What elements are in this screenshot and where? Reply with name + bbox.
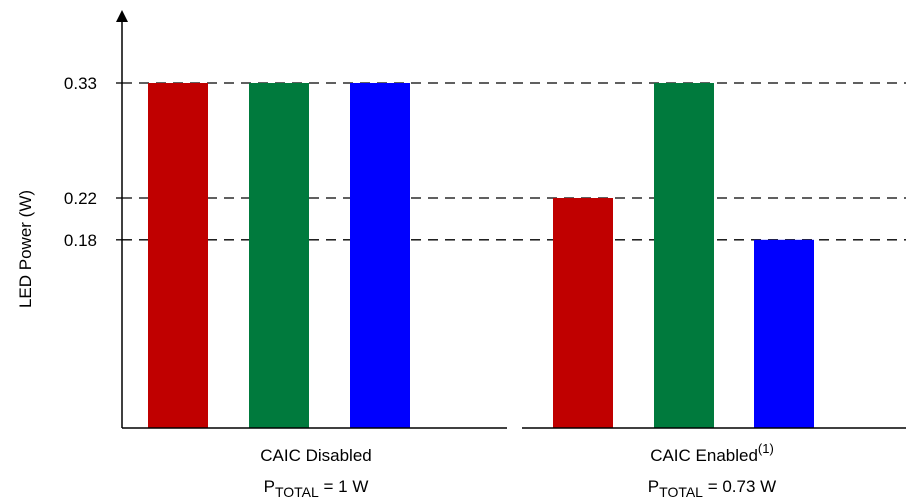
group-total-label: PTOTAL = 1 W bbox=[264, 477, 369, 500]
bars bbox=[148, 83, 814, 428]
y-axis-arrow bbox=[116, 10, 128, 22]
gridlines bbox=[122, 82, 906, 241]
group-labels: CAIC Disabled PTOTAL = 1 W CAIC Enabled(1)… bbox=[260, 441, 776, 500]
bar bbox=[553, 198, 613, 428]
bar bbox=[249, 83, 309, 428]
y-axis-label: LED Power (W) bbox=[16, 190, 35, 308]
group-label: CAIC Enabled(1) bbox=[650, 441, 774, 465]
bar bbox=[754, 239, 814, 428]
y-tick-label: 0.22 bbox=[64, 189, 97, 208]
bar bbox=[350, 83, 410, 428]
bar bbox=[654, 83, 714, 428]
group-label: CAIC Disabled bbox=[260, 446, 372, 465]
bar bbox=[148, 83, 208, 428]
y-tick-label: 0.18 bbox=[64, 231, 97, 250]
y-tick-label: 0.33 bbox=[64, 74, 97, 93]
group-total-label: PTOTAL = 0.73 W bbox=[648, 477, 776, 500]
y-tick-labels: 0.33 0.22 0.18 bbox=[64, 74, 122, 250]
axes bbox=[116, 10, 906, 429]
